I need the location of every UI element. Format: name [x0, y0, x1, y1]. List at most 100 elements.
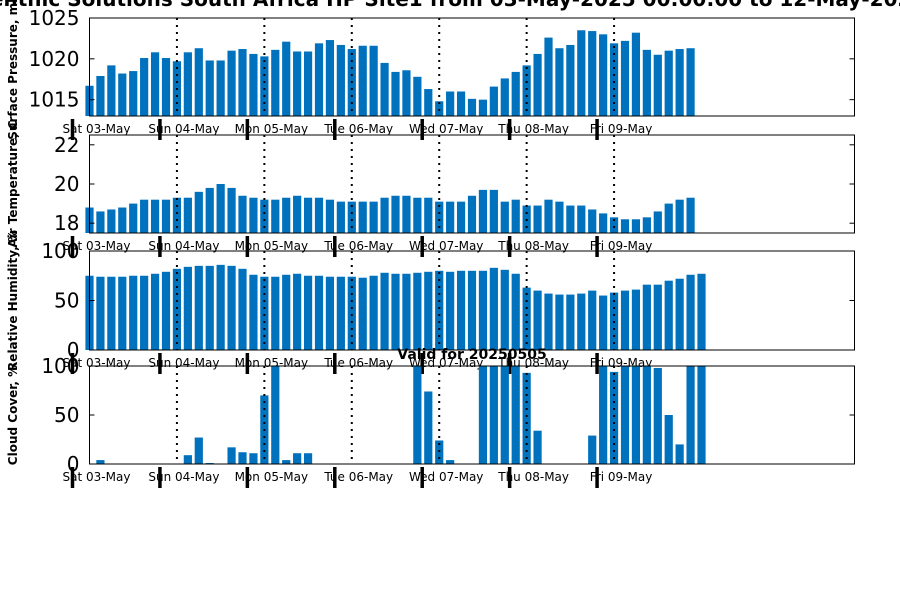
- panel-4: 0 50 100 Cloud Cover, % Sat 03-May Sun 04-May…: [6, 354, 855, 488]
- bar: [555, 294, 564, 350]
- bar: [620, 366, 630, 464]
- bar: [424, 197, 433, 233]
- bar: [380, 197, 389, 233]
- bar: [631, 219, 641, 233]
- bar: [129, 275, 138, 350]
- bar: [227, 265, 236, 350]
- bar: [435, 440, 444, 464]
- bar: [467, 195, 477, 233]
- bar-series: [85, 184, 695, 233]
- bar: [697, 366, 706, 464]
- bar: [675, 278, 684, 350]
- bar: [467, 98, 477, 116]
- x-tick-label: Tue 06-May: [323, 122, 393, 136]
- x-tick-label: Wed 07-May: [409, 122, 483, 136]
- bar: [150, 199, 160, 233]
- bar: [522, 287, 531, 350]
- bar: [183, 52, 192, 116]
- bar: [194, 437, 203, 464]
- x-tick-label: Mon 05-May: [235, 470, 309, 484]
- bar: [358, 277, 367, 350]
- bar: [478, 99, 488, 116]
- bar: [216, 184, 225, 233]
- bar: [358, 201, 367, 233]
- y-axis-label: Surface Pressure, mb: [6, 0, 20, 140]
- bar: [664, 50, 673, 116]
- bar: [577, 205, 586, 233]
- bar: [642, 284, 651, 350]
- x-tick-label: Tue 06-May: [323, 239, 393, 253]
- bar: [642, 366, 651, 464]
- x-tick-label: Sat 03-May: [63, 239, 131, 253]
- bar: [500, 78, 509, 116]
- y-tick-label: 1015: [29, 88, 80, 112]
- bar: [161, 58, 171, 116]
- bar: [664, 203, 673, 233]
- y-tick-label: 50: [54, 403, 79, 427]
- bar: [183, 455, 192, 464]
- bar: [249, 274, 258, 350]
- y-tick-label: 100: [41, 239, 79, 263]
- bar: [435, 201, 444, 233]
- bar: [555, 48, 564, 116]
- bar: [456, 270, 466, 350]
- y-tick-label: 22: [54, 133, 79, 157]
- bar: [238, 268, 247, 350]
- bar: [402, 273, 411, 350]
- bar: [533, 53, 542, 116]
- x-tick-label: Sun 04-May: [148, 356, 219, 370]
- bar: [150, 52, 160, 116]
- bar: [544, 293, 553, 350]
- bar: [336, 201, 345, 233]
- bar: [336, 44, 345, 117]
- bar: [107, 209, 116, 233]
- bar: [599, 366, 608, 464]
- chart-subtitle: Valid for 20250505: [397, 347, 546, 363]
- y-tick-label: 1025: [29, 6, 80, 30]
- bar: [544, 199, 553, 233]
- bar: [249, 53, 258, 116]
- bar: [566, 294, 575, 350]
- bar: [675, 444, 684, 464]
- bar: [642, 49, 651, 116]
- bar: [686, 274, 695, 350]
- bar: [631, 366, 641, 464]
- bar: [216, 264, 225, 350]
- bar: [194, 191, 203, 233]
- bar: [369, 275, 378, 350]
- bar: [140, 275, 149, 350]
- bar: [314, 275, 324, 350]
- x-tick-label: Mon 05-May: [235, 122, 309, 136]
- bar: [380, 272, 389, 350]
- bar: [402, 70, 411, 116]
- bar: [609, 371, 619, 464]
- bar: [161, 271, 171, 350]
- bar: [129, 71, 138, 116]
- bar: [96, 211, 105, 233]
- bar: [314, 197, 324, 233]
- bar: [391, 273, 400, 350]
- bar: [260, 199, 269, 233]
- x-tick-label: Tue 06-May: [323, 470, 393, 484]
- bar: [413, 366, 422, 464]
- bar: [456, 91, 466, 116]
- y-axis-label: Air Temperature, C: [6, 120, 20, 248]
- bar: [533, 290, 542, 350]
- bar: [588, 290, 597, 350]
- bar: [424, 391, 433, 464]
- bar: [303, 453, 313, 464]
- bar: [96, 75, 105, 116]
- x-tick-label: Thu 08-May: [497, 122, 569, 136]
- bar: [249, 453, 258, 464]
- x-tick-label: Tue 06-May: [323, 356, 393, 370]
- bar: [347, 201, 356, 233]
- bar: [664, 280, 673, 350]
- bar: [238, 452, 247, 464]
- bar-series: [85, 264, 706, 350]
- bar: [446, 91, 455, 116]
- bar: [489, 267, 498, 350]
- bar: [227, 50, 236, 116]
- bar: [588, 31, 597, 116]
- bar: [544, 37, 553, 116]
- bar-series: [85, 30, 695, 117]
